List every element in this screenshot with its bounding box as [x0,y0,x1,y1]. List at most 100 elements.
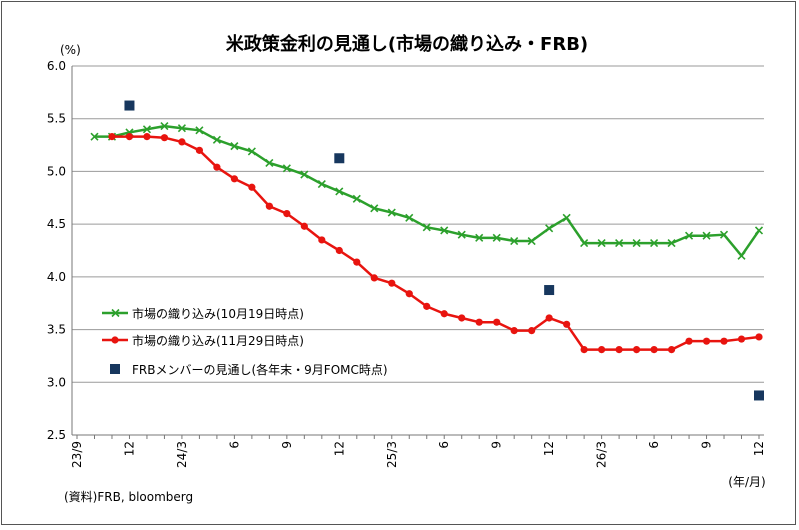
data-point-circle-marker [423,302,431,310]
data-point-circle-marker [440,310,448,318]
data-point-circle-marker [650,346,658,354]
data-point-x-marker [265,158,274,168]
legend-label: 市場の織り込み(11月29日時点) [132,333,304,348]
data-point-circle-marker [755,333,763,341]
y-tick-label: 4.5 [47,217,66,231]
y-tick-label: 5.0 [47,164,66,178]
data-point-circle-marker [125,133,134,141]
data-point-x-marker [510,236,519,246]
data-point-x-marker [387,208,396,217]
x-tick-label: 24/3 [175,441,189,468]
data-point-x-marker [597,239,606,248]
x-tick-label: 23/9 [70,441,84,468]
data-point-circle-marker [545,314,553,322]
data-point-circle-marker [248,183,256,191]
data-point-x-marker [282,164,291,173]
data-point-x-marker [370,204,379,213]
data-point-x-marker [545,224,554,233]
x-tick-label: 6 [227,441,241,449]
data-point-circle-marker [370,274,378,282]
data-point-circle-marker [720,337,728,345]
x-tick-label: 6 [437,441,451,449]
data-point-x-marker [317,180,326,189]
y-tick-label: 6.0 [47,59,66,73]
x-tick-label: 9 [700,441,714,449]
data-point-x-marker [492,233,501,242]
data-point-x-marker [580,239,589,248]
data-point-x-marker [422,223,431,232]
data-point-x-marker [632,239,641,248]
data-point-circle-marker [528,327,536,335]
data-point-circle-marker [737,335,746,343]
data-point-x-marker [90,132,99,141]
chart-title: 米政策金利の見通し(市場の織り込み・FRB) [226,33,588,55]
data-point-circle-marker [178,138,186,146]
data-point-x-marker [212,135,221,144]
legend-marker-x [111,308,120,318]
legend-marker-circle [111,336,119,344]
data-point-circle-marker [475,318,483,326]
x-tick-label: 9 [490,441,504,449]
data-point-circle-marker [580,346,588,354]
data-point-x-marker [615,239,624,248]
y-tick-label: 5.5 [47,112,66,126]
y-tick-label: 3.5 [47,323,66,337]
data-point-x-marker [230,142,239,151]
data-point-x-marker [352,194,361,203]
data-point-circle-marker [632,346,641,354]
data-point-circle-marker [160,134,169,142]
x-tick-label: 6 [647,441,661,449]
data-point-circle-marker [230,175,238,183]
x-tick-label: 12 [542,441,556,456]
data-point-circle-marker [318,236,326,244]
x-tick-label: 12 [122,441,136,456]
data-point-x-marker [142,125,152,134]
data-point-x-marker [684,231,694,240]
x-axis: 23/9 12 24/3 6 9 12 25/3 6 9 12 26/3 6 9 12 [70,66,766,468]
data-point-x-marker [247,147,256,156]
y-tick-label: 4.0 [47,270,66,284]
x-axis-unit-label: (年/月) [728,475,765,489]
data-point-circle-marker [108,133,116,141]
y-axis-ticks: 6.0 5.5 5.0 4.5 4.0 3.5 3.0 2.5 [47,59,66,442]
data-point-circle-marker [702,337,711,345]
data-point-circle-marker [265,202,273,210]
x-tick-label: 12 [752,441,766,456]
y-axis-unit-label: (%) [60,43,81,57]
data-point-x-marker [405,213,414,222]
data-point-square-marker [544,285,555,296]
data-point-circle-marker [615,346,623,354]
data-point-square-marker [754,390,764,401]
y-tick-label: 3.0 [47,375,66,389]
data-point-x-marker [527,236,536,246]
data-point-x-marker [160,122,169,131]
data-point-x-marker [457,230,466,239]
legend-marker-square [110,364,120,374]
data-point-circle-marker [598,346,606,354]
data-point-x-marker [754,226,764,235]
data-point-x-marker [440,226,449,235]
data-point-square-marker [334,153,345,164]
data-point-x-marker [650,239,659,248]
data-point-circle-marker [143,133,151,141]
grid-lines [72,65,764,436]
data-point-x-marker [335,187,344,196]
data-point-circle-marker [195,146,204,154]
x-tick-label: 26/3 [595,441,609,468]
data-point-circle-marker [300,222,308,230]
data-point-circle-marker [405,290,413,298]
source-note: (資料)FRB, bloomberg [64,490,193,504]
data-point-x-marker [719,230,729,239]
series-layer [90,100,764,401]
data-point-x-marker [177,124,186,133]
data-point-circle-marker [388,279,396,287]
legend-label: 市場の織り込み(10月19日時点) [132,306,304,321]
data-point-circle-marker [335,246,343,255]
data-point-circle-marker [353,258,361,266]
data-point-circle-marker [493,318,501,326]
series-line [94,124,761,258]
data-point-x-marker [702,231,711,240]
legend-label: FRBメンバーの見通し(各年末・9月FOMC時点) [132,362,388,377]
data-point-x-marker [475,233,484,242]
